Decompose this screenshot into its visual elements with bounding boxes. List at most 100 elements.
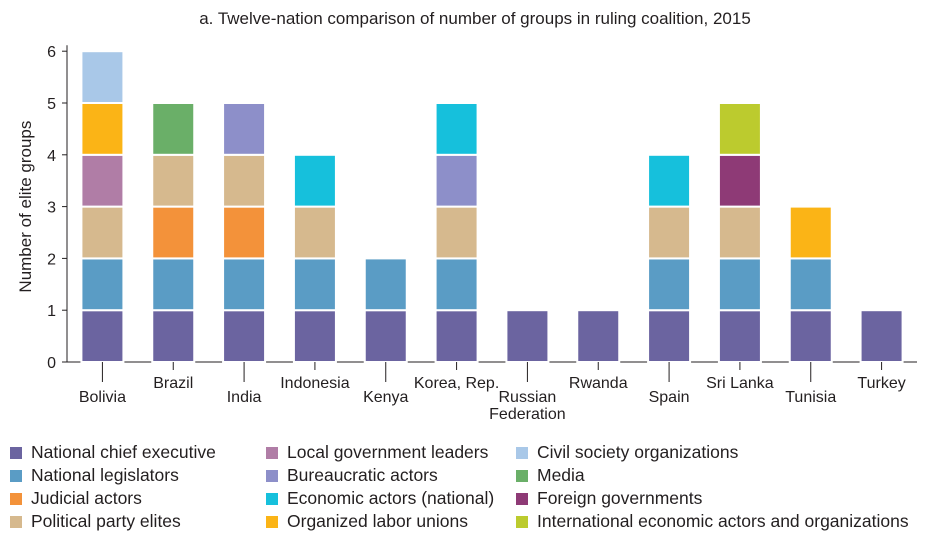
legend-item-organized-labor-unions: Organized labor unions: [266, 511, 468, 532]
legend-swatch: [516, 469, 528, 482]
x-tick-label-bolivia: Bolivia: [79, 389, 126, 406]
y-axis-label: Number of elite groups: [16, 121, 35, 293]
bar-bolivia-national-legislators: [80, 257, 125, 312]
legend-label: International economic actors and organi…: [537, 511, 909, 531]
bar-kenya-national-chief-executive: [363, 309, 408, 364]
bar-turkey-national-chief-executive: [859, 309, 904, 364]
bar-korea-rep-bureaucratic-actors: [434, 153, 479, 208]
legend-label: Foreign governments: [537, 488, 703, 508]
x-tick-label-sri-lanka: Sri Lanka: [706, 375, 774, 392]
legend-item-local-government-leaders: Local government leaders: [266, 442, 488, 463]
bar-tunisia-national-chief-executive: [788, 309, 833, 364]
legend-label: Civil society organizations: [537, 442, 739, 462]
x-tick-label-russian-federation-1: Federation: [489, 406, 566, 423]
legend-label: Organized labor unions: [287, 511, 468, 531]
bar-korea-rep-political-party-elites: [434, 205, 479, 260]
x-tick-label-tunisia: Tunisia: [785, 389, 836, 406]
bar-bolivia-political-party-elites: [80, 205, 125, 260]
legend-label: Political party elites: [31, 511, 181, 531]
bar-spain-economic-actors-national: [647, 153, 692, 208]
bar-bolivia-national-chief-executive: [80, 309, 125, 364]
x-tick-label-rwanda: Rwanda: [569, 375, 628, 392]
bar-spain-national-chief-executive: [647, 309, 692, 364]
bar-indonesia-national-chief-executive: [292, 309, 337, 364]
x-tick-label-turkey: Turkey: [857, 375, 905, 392]
legend-swatch: [266, 446, 278, 459]
bar-india-bureaucratic-actors: [222, 102, 267, 156]
y-tick-label-1: 1: [47, 303, 56, 320]
bar-korea-rep-national-legislators: [434, 257, 479, 312]
x-tick-label-russian-federation-0: Russian: [499, 389, 557, 406]
legend-item-judicial-actors: Judicial actors: [10, 488, 142, 509]
legend-label: Economic actors (national): [287, 488, 495, 508]
bar-brazil-political-party-elites: [151, 153, 196, 208]
legend-label: Bureaucratic actors: [287, 465, 438, 485]
legend-swatch: [516, 515, 528, 528]
bar-kenya-national-legislators: [363, 257, 408, 312]
x-tick-label-kenya: Kenya: [363, 389, 408, 406]
bar-korea-rep-economic-actors-national: [434, 102, 479, 156]
y-tick-label-5: 5: [47, 96, 56, 113]
legend-swatch: [10, 446, 22, 459]
bar-sri-lanka-international-economic-actors-and-organizations: [717, 102, 762, 156]
legend-item-civil-society-organizations: Civil society organizations: [516, 442, 738, 463]
bar-brazil-judicial-actors: [151, 205, 196, 260]
legend-label: National chief executive: [31, 442, 216, 462]
bar-bolivia-civil-society-organizations: [80, 50, 125, 104]
legend-label: Local government leaders: [287, 442, 489, 462]
x-tick-label-korea-rep: Korea, Rep.: [414, 375, 499, 392]
x-tick-label-indonesia: Indonesia: [280, 375, 349, 392]
bar-sri-lanka-national-legislators: [717, 257, 762, 312]
y-tick-label-3: 3: [47, 200, 56, 217]
y-tick-label-0: 0: [47, 355, 56, 372]
legend-swatch: [10, 492, 22, 505]
bar-tunisia-national-legislators: [788, 257, 833, 312]
bar-bolivia-organized-labor-unions: [80, 102, 125, 156]
bar-brazil-media: [151, 102, 196, 156]
legend-swatch: [516, 446, 528, 459]
legend-swatch: [266, 492, 278, 505]
bar-indonesia-national-legislators: [292, 257, 337, 312]
bar-russian-federation-national-chief-executive: [505, 309, 550, 364]
stacked-bar-chart: Number of elite groups 0 1 2 3 4 5 6 Bolivia Braz…: [16, 44, 917, 423]
x-tick-label-india: India: [227, 389, 262, 406]
bar-sri-lanka-political-party-elites: [717, 205, 762, 260]
bar-rwanda-national-chief-executive: [576, 309, 621, 364]
legend-item-foreign-governments: Foreign governments: [516, 488, 702, 509]
bar-indonesia-economic-actors-national: [292, 153, 337, 208]
legend-label: National legislators: [31, 465, 179, 485]
bar-tunisia-organized-labor-unions: [788, 205, 833, 260]
bar-india-national-chief-executive: [222, 309, 267, 364]
bar-indonesia-political-party-elites: [292, 205, 337, 260]
bar-sri-lanka-foreign-governments: [717, 153, 762, 208]
bar-india-national-legislators: [222, 257, 267, 312]
y-tick-label-6: 6: [47, 44, 56, 61]
bar-spain-political-party-elites: [647, 205, 692, 260]
legend-swatch: [10, 469, 22, 482]
legend-swatch: [10, 515, 22, 528]
legend-item-economic-actors-national: Economic actors (national): [266, 488, 494, 509]
legend-item-national-legislators: National legislators: [10, 465, 179, 486]
legend: National chief executive National legisla…: [10, 440, 945, 540]
legend-item-media: Media: [516, 465, 585, 486]
bar-sri-lanka-national-chief-executive: [717, 309, 762, 364]
bar-korea-rep-national-chief-executive: [434, 309, 479, 364]
x-tick-label-brazil: Brazil: [153, 375, 193, 392]
x-tick-label-spain: Spain: [649, 389, 690, 406]
legend-swatch: [266, 515, 278, 528]
legend-item-national-chief-executive: National chief executive: [10, 442, 216, 463]
legend-label: Media: [537, 465, 585, 485]
bar-brazil-national-chief-executive: [151, 309, 196, 364]
legend-swatch: [266, 469, 278, 482]
legend-item-political-party-elites: Political party elites: [10, 511, 181, 532]
chart-title: a. Twelve-nation comparison of number of…: [199, 9, 751, 28]
bar-india-judicial-actors: [222, 205, 267, 260]
y-tick-label-4: 4: [47, 148, 56, 165]
legend-item-international-economic-actors-and-organizations: International economic actors and organi…: [516, 511, 909, 532]
bar-brazil-national-legislators: [151, 257, 196, 312]
y-tick-label-2: 2: [47, 251, 56, 268]
legend-label: Judicial actors: [31, 488, 142, 508]
bar-india-political-party-elites: [222, 153, 267, 208]
bar-bolivia-local-government-leaders: [80, 153, 125, 208]
legend-item-bureaucratic-actors: Bureaucratic actors: [266, 465, 438, 486]
